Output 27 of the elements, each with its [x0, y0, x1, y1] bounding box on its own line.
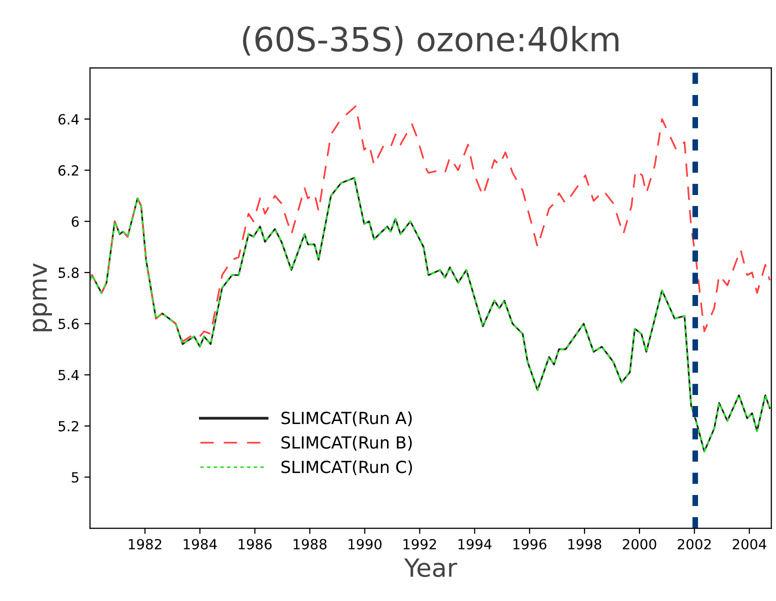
x-tick-label: 1982 — [128, 538, 162, 550]
y-tick-label: 5.4 — [58, 370, 79, 380]
y-tick-label: 6 — [72, 216, 79, 227]
legend-label: SLIMCAT(Run A) — [282, 411, 412, 426]
x-tick-label: 1990 — [348, 538, 382, 550]
y-tick-label: 5.2 — [58, 420, 78, 432]
x-tick-label: 1996 — [513, 538, 546, 550]
y-tick-label: 6.4 — [58, 114, 79, 125]
x-axis-title: Year — [404, 558, 458, 578]
chart-title: (60S-35S) ozone:40km — [242, 26, 618, 56]
y-tick-label: 5.6 — [58, 318, 79, 330]
x-tick-label: 1994 — [458, 538, 492, 550]
x-tick-label: 1988 — [294, 538, 327, 550]
x-tick-label: 1984 — [184, 538, 217, 550]
x-tick-label: 2002 — [678, 538, 711, 550]
line-series — [90, 105, 771, 342]
x-tick-label: 2000 — [622, 538, 656, 550]
x-tick-label: 2004 — [732, 538, 766, 550]
y-tick-label: 5 — [72, 472, 78, 483]
x-tick-label: 1998 — [568, 538, 602, 550]
x-tick-label: 1992 — [404, 538, 436, 550]
y-tick-label: 6.2 — [58, 165, 78, 176]
legend-label: SLIMCAT(Run C) — [282, 460, 412, 476]
y-tick-label: 5.8 — [58, 267, 79, 278]
legend-label: SLIMCAT(Run B) — [282, 436, 412, 451]
x-tick-label: 1986 — [238, 538, 272, 550]
y-axis-title: ppmv — [32, 263, 52, 332]
